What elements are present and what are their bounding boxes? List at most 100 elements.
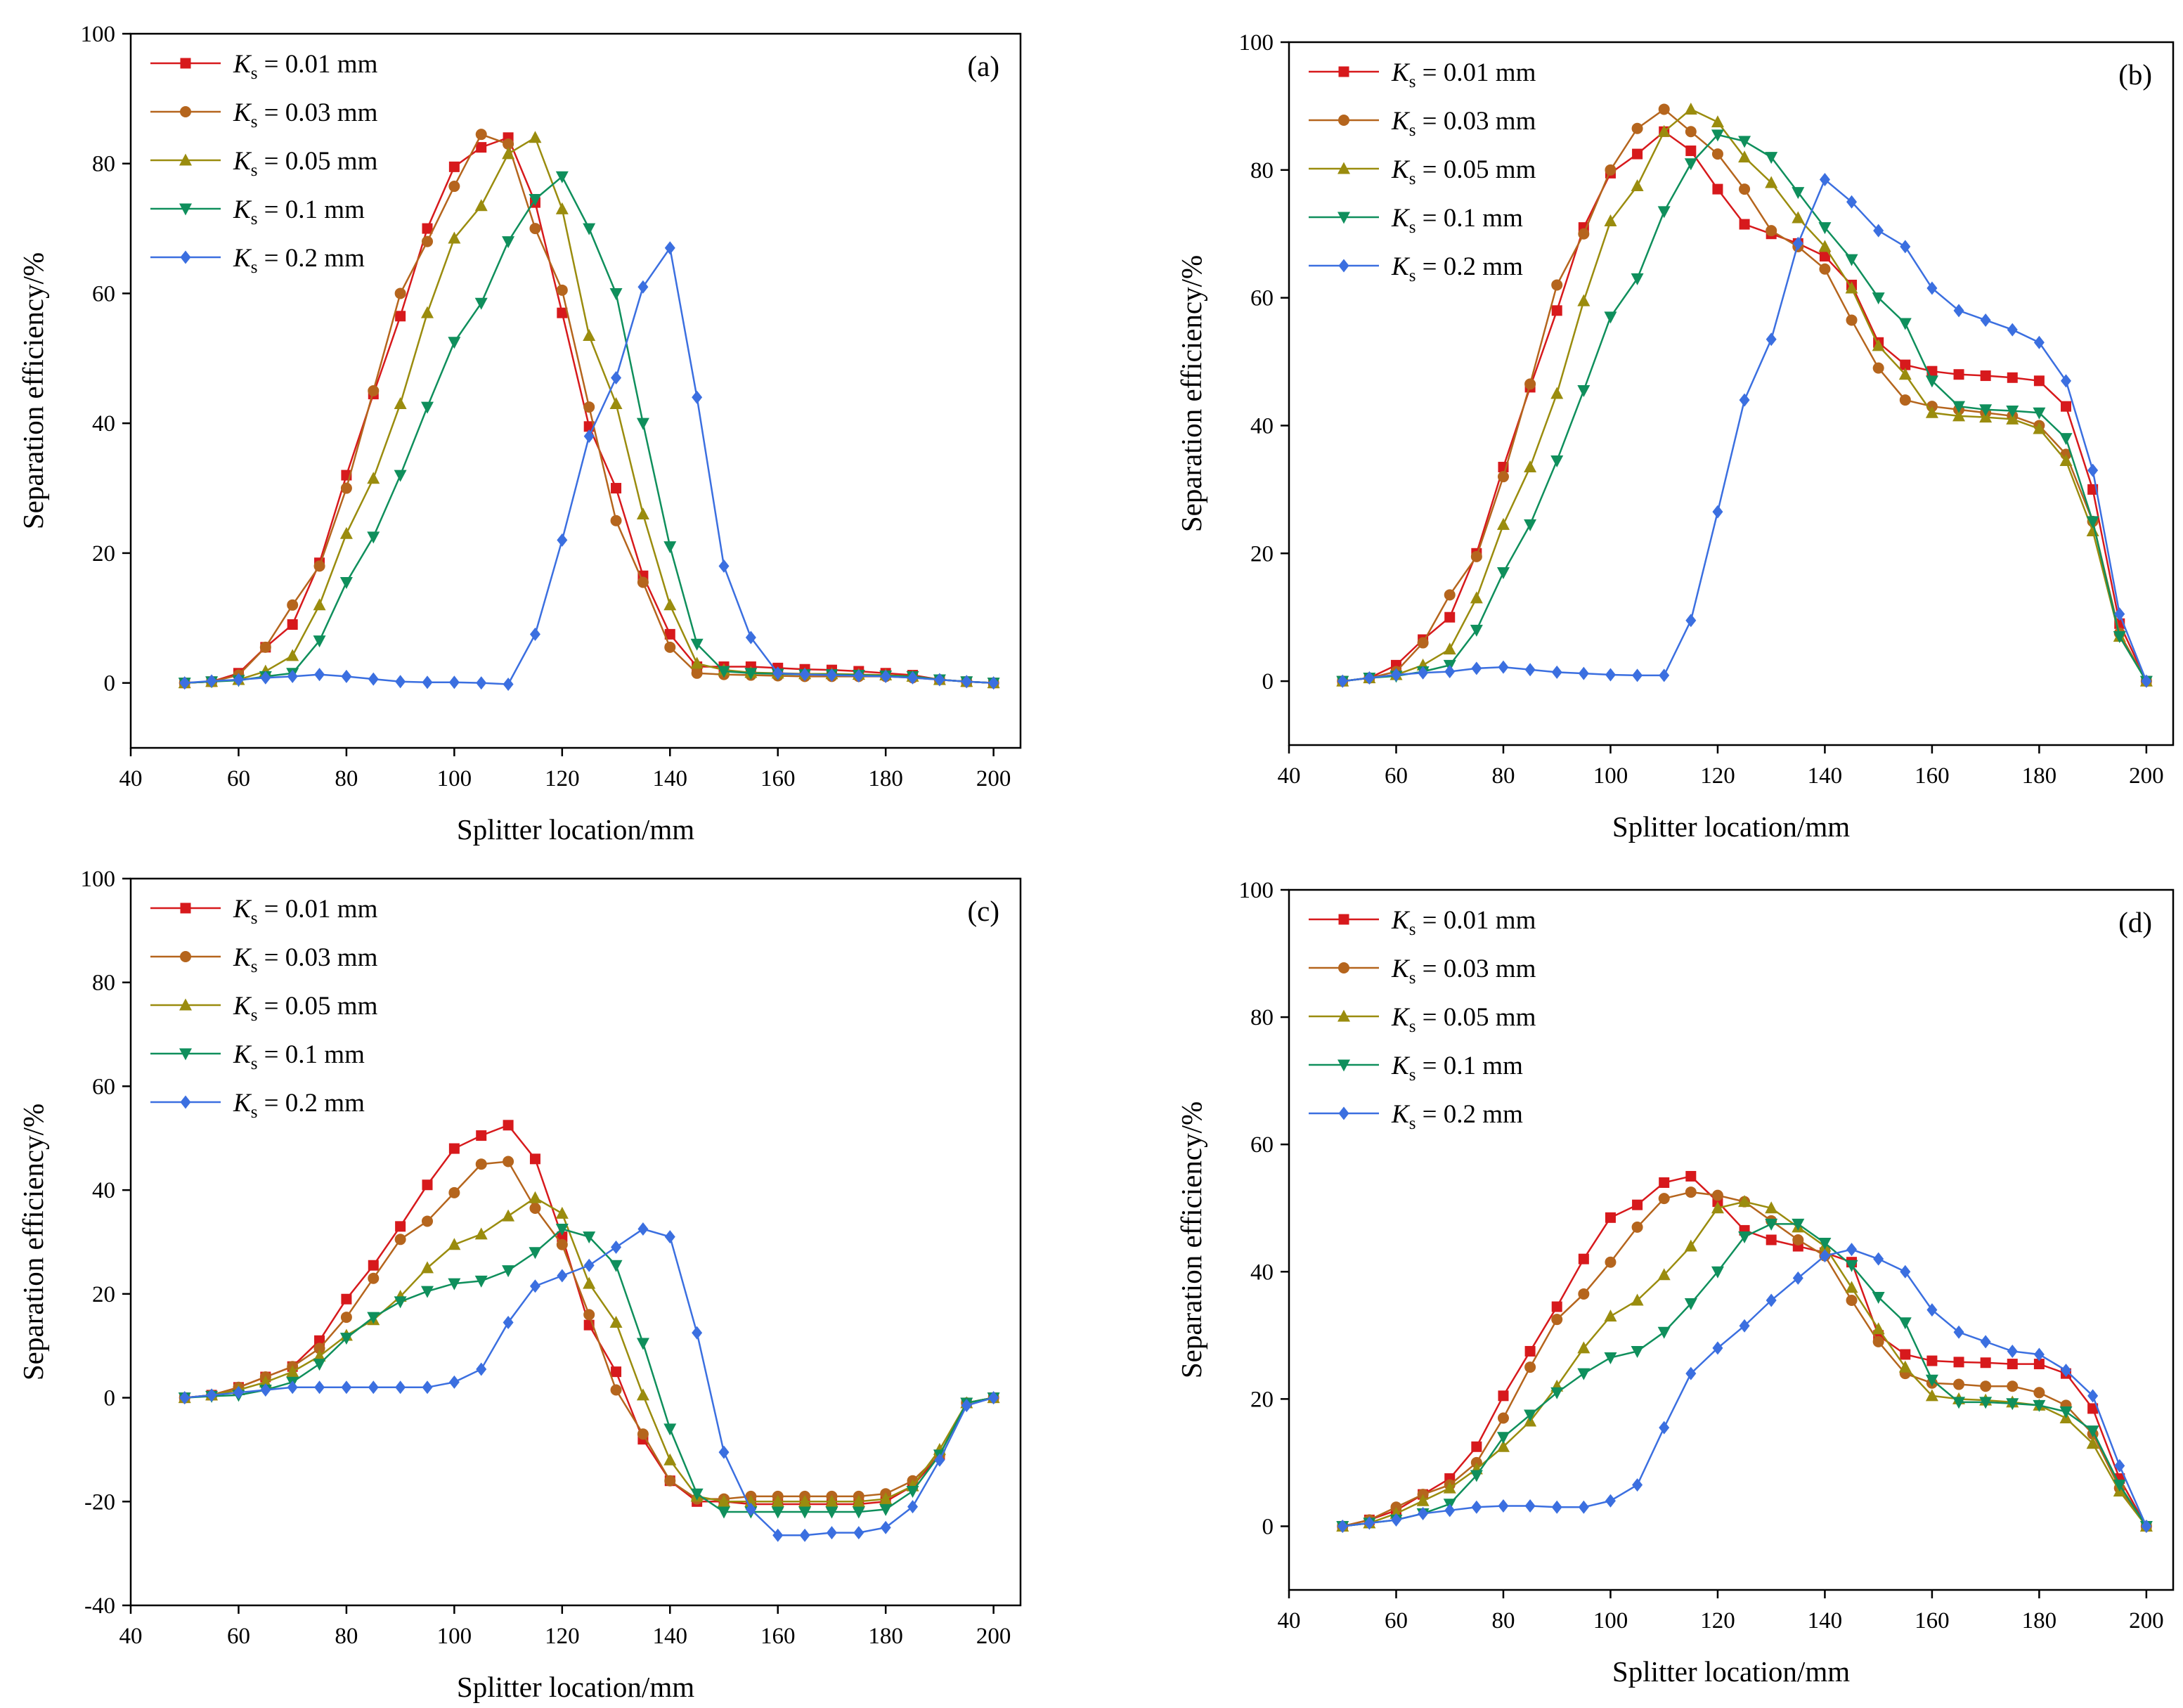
data-point bbox=[1684, 1298, 1697, 1311]
legend-value: = 0.2 mm bbox=[257, 244, 365, 273]
data-point bbox=[1524, 519, 1537, 531]
legend-k-symbol: K bbox=[1391, 58, 1411, 87]
data-point bbox=[341, 1380, 352, 1395]
data-point bbox=[1979, 410, 1993, 423]
legend-marker bbox=[1337, 162, 1350, 174]
y-tick-label: 60 bbox=[1250, 286, 1274, 311]
data-point bbox=[1604, 1309, 1617, 1322]
x-tick-label: 200 bbox=[2129, 763, 2164, 789]
data-point bbox=[1498, 660, 1509, 674]
legend-item: Ks = 0.2 mm bbox=[1309, 1100, 1523, 1133]
data-point bbox=[287, 1380, 298, 1395]
legend-label: Ks = 0.1 mm bbox=[1391, 1052, 1523, 1085]
y-tick-label: 100 bbox=[81, 22, 116, 47]
data-point bbox=[1765, 1201, 1778, 1214]
data-point bbox=[1470, 591, 1483, 604]
data-point bbox=[609, 396, 623, 409]
data-point bbox=[2006, 1398, 2019, 1411]
data-point bbox=[1872, 362, 1884, 374]
legend-subscript: s bbox=[251, 957, 258, 976]
data-point bbox=[690, 656, 704, 669]
data-point bbox=[448, 337, 461, 349]
data-point bbox=[637, 1428, 649, 1440]
data-point bbox=[1551, 279, 1563, 291]
x-tick-label: 40 bbox=[119, 1624, 143, 1649]
data-point bbox=[368, 385, 380, 396]
data-point bbox=[1684, 1239, 1697, 1252]
data-point bbox=[1953, 1378, 1965, 1390]
data-point bbox=[555, 1206, 569, 1219]
data-point bbox=[2006, 412, 2019, 425]
data-point bbox=[1631, 1293, 1644, 1306]
data-point bbox=[1524, 1409, 1537, 1422]
data-point bbox=[2087, 463, 2099, 477]
data-point bbox=[1980, 1357, 1991, 1369]
data-point bbox=[502, 236, 515, 249]
data-point bbox=[555, 1224, 569, 1236]
legend-marker bbox=[180, 1095, 191, 1109]
data-point bbox=[557, 1231, 568, 1243]
data-point bbox=[799, 668, 810, 682]
data-point bbox=[1685, 1170, 1697, 1182]
data-point bbox=[1925, 375, 1938, 388]
y-axis-label: Separation efficiency/% bbox=[17, 1104, 49, 1380]
data-point bbox=[1550, 387, 1564, 399]
x-tick-label: 120 bbox=[1700, 763, 1735, 789]
legend-k-symbol: K bbox=[233, 895, 252, 924]
data-point bbox=[1845, 1260, 1858, 1272]
data-point bbox=[233, 673, 244, 687]
data-point bbox=[448, 181, 460, 193]
data-point bbox=[1846, 314, 1858, 326]
data-point bbox=[934, 673, 945, 687]
data-point bbox=[1551, 1301, 1562, 1312]
data-point bbox=[422, 1179, 433, 1191]
data-point bbox=[1846, 1243, 1858, 1257]
legend-label: Ks = 0.01 mm bbox=[233, 50, 378, 83]
data-point bbox=[853, 1526, 864, 1540]
legend-value: = 0.03 mm bbox=[1416, 107, 1536, 136]
data-point bbox=[2006, 406, 2019, 418]
data-point bbox=[394, 287, 406, 299]
data-point bbox=[529, 131, 542, 143]
data-point bbox=[1684, 158, 1697, 171]
legend-value: = 0.05 mm bbox=[1416, 155, 1536, 184]
data-point bbox=[368, 1380, 379, 1395]
y-tick-label: 80 bbox=[1250, 158, 1274, 183]
data-point bbox=[583, 401, 595, 413]
y-tick-label: 60 bbox=[1250, 1132, 1274, 1158]
data-point bbox=[1604, 214, 1617, 227]
data-point bbox=[1953, 1325, 1964, 1339]
data-point bbox=[1818, 222, 1832, 235]
legend-label: Ks = 0.1 mm bbox=[233, 1040, 365, 1073]
data-point bbox=[448, 161, 460, 172]
series-line bbox=[1342, 1248, 2148, 1527]
legend-item: Ks = 0.03 mm bbox=[150, 943, 378, 976]
legend-marker bbox=[1337, 212, 1350, 224]
legend-item: Ks = 0.1 mm bbox=[150, 195, 365, 228]
x-axis-label: Splitter location/mm bbox=[1612, 810, 1850, 843]
data-point bbox=[259, 641, 271, 653]
data-point bbox=[961, 1399, 972, 1413]
data-point bbox=[637, 576, 649, 588]
data-point bbox=[529, 223, 541, 235]
data-point bbox=[583, 328, 596, 341]
data-point bbox=[611, 1366, 622, 1378]
data-point bbox=[1363, 671, 1375, 685]
data-point bbox=[611, 483, 622, 494]
data-point bbox=[1605, 668, 1616, 682]
legend-item: Ks = 0.03 mm bbox=[150, 98, 378, 131]
x-tick-label: 60 bbox=[227, 1624, 250, 1649]
legend-k-symbol: K bbox=[1391, 155, 1411, 184]
legend-value: = 0.1 mm bbox=[257, 1040, 365, 1069]
data-point bbox=[1685, 614, 1697, 628]
legend-subscript: s bbox=[251, 209, 258, 228]
panel-d: 40 60 80 100 120 140 160 180 200 0 20 40 60 80 100 Spli… bbox=[1175, 878, 2175, 1688]
x-axis-label: Splitter location/mm bbox=[1612, 1655, 1850, 1688]
data-point bbox=[583, 1276, 596, 1289]
data-point bbox=[1900, 1264, 1911, 1279]
data-point bbox=[529, 1202, 541, 1214]
legend-item: Ks = 0.05 mm bbox=[1309, 1003, 1536, 1036]
legend-subscript: s bbox=[1409, 72, 1416, 91]
legend-marker bbox=[179, 153, 192, 166]
data-point bbox=[557, 1269, 568, 1283]
